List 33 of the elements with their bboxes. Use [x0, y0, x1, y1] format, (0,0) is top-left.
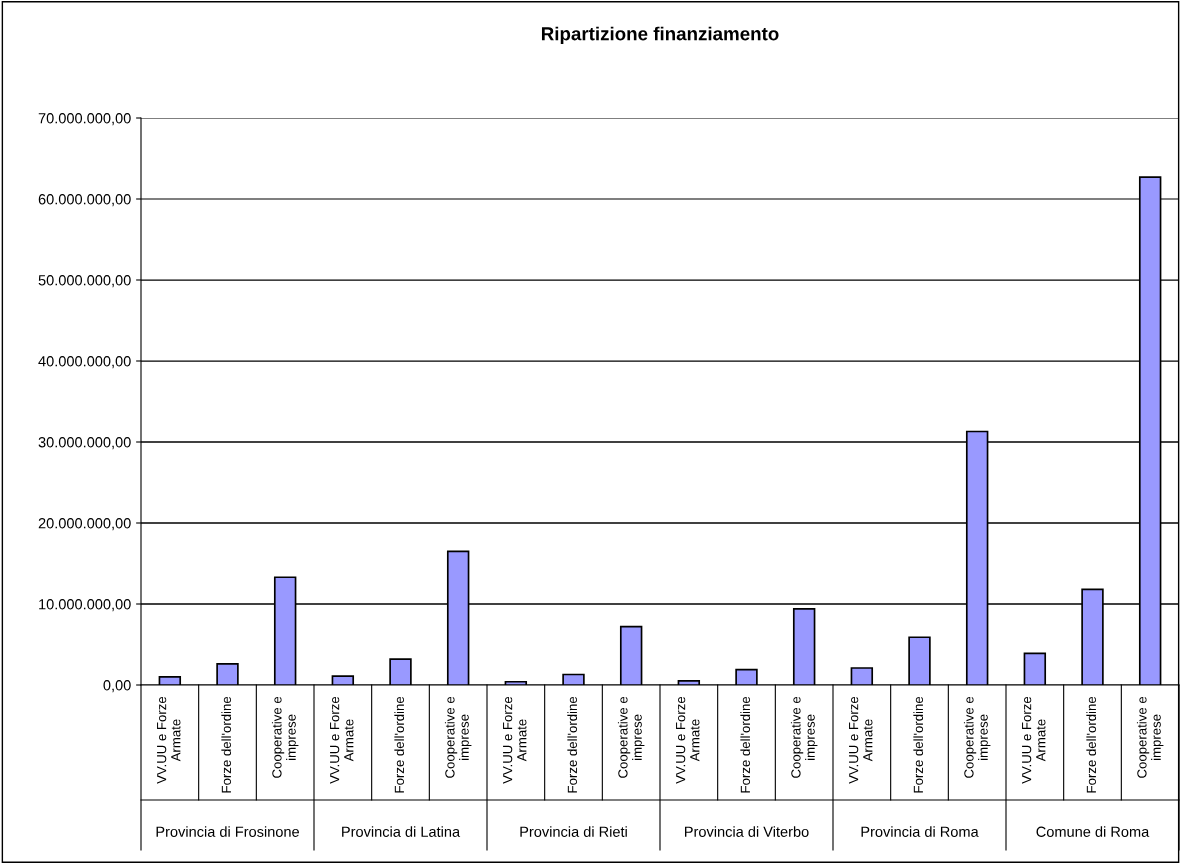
- text: Provincia di Roma: [861, 826, 979, 837]
- x-tick-label: Forze dell'ordine: [221, 696, 232, 793]
- x-tick-label: Cooperative e imprese: [1136, 696, 1164, 778]
- x-tick-label: Cooperative e imprese: [790, 696, 818, 778]
- text: Provincia di Latina: [342, 826, 461, 837]
- x-tick-label: Cooperative e imprese: [444, 696, 472, 778]
- y-tick-label: 10.000.000,00: [39, 599, 131, 612]
- x-tick-label: VV.UU e Forze Armate: [849, 696, 873, 784]
- x-tick-label: VV.UU e Forze Armate: [330, 696, 354, 784]
- x-tick-label: Cooperative e imprese: [617, 696, 645, 778]
- y-tick-label: 50.000.000,00: [38, 275, 131, 288]
- x-tick-label: VV.UU e Forze Armate: [1022, 696, 1046, 784]
- y-tick-label: 40.000.000,00: [38, 356, 131, 369]
- x-tick-label: Forze dell'ordine: [567, 696, 578, 793]
- text: Provincia di Viterbo: [685, 826, 809, 837]
- y-tick-label: 0,00: [103, 680, 131, 693]
- x-tick-label: Forze dell'ordine: [913, 696, 924, 793]
- text: Comune di Roma: [1036, 826, 1150, 837]
- text: Provincia di Frosinone: [156, 826, 299, 837]
- text: Provincia di Rieti: [520, 826, 627, 837]
- y-tick-label: 60.000.000,00: [38, 194, 131, 207]
- x-tick-label: Forze dell'ordine: [1086, 696, 1097, 793]
- x-tick-label: Forze dell'ordine: [740, 696, 751, 793]
- x-tick-label: VV.UU e Forze Armate: [676, 696, 700, 784]
- x-tick-label: VV.UU e Forze Armate: [503, 696, 527, 784]
- chart-title: Ripartizione finanziamento: [541, 26, 779, 45]
- y-tick-label: 70.000.000,00: [38, 113, 131, 126]
- y-tick-label: 30.000.000,00: [38, 437, 131, 450]
- x-tick-label: Cooperative e imprese: [271, 696, 299, 778]
- x-tick-label: VV.UU e Forze Armate: [157, 696, 181, 784]
- x-tick-label: Cooperative e imprese: [963, 696, 991, 778]
- y-tick-label: 20.000.000,00: [38, 518, 131, 531]
- x-tick-label: Forze dell'ordine: [394, 696, 405, 793]
